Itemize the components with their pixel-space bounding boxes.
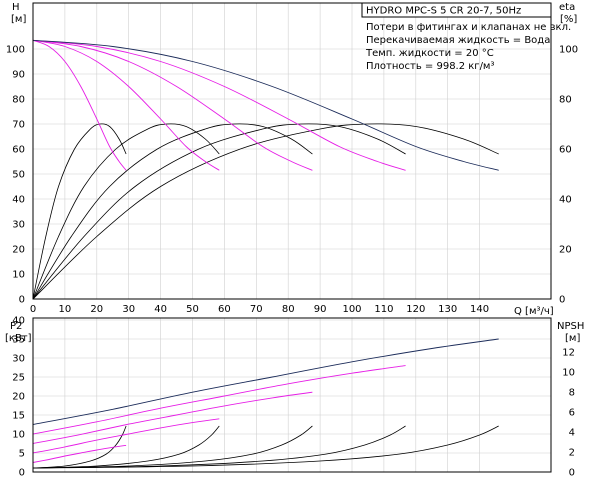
upper-left-axis-unit: [м] <box>11 14 26 25</box>
lower-left-axis-unit: [кВт] <box>5 333 32 344</box>
lower-right-axis-title: NPSH <box>557 321 584 332</box>
p2-curve-5-pumps <box>32 338 499 425</box>
x-tick-label: 90 <box>314 304 327 315</box>
npsh-curve-5-pumps <box>32 425 499 469</box>
x-tick-label: 0 <box>30 304 36 315</box>
lower-left-tick-label: 30 <box>12 354 25 365</box>
npsh-curve-2-pumps <box>32 425 220 469</box>
lower-right-tick-label: 10 <box>562 368 575 379</box>
lower-right-tick-label: 4 <box>569 428 575 439</box>
head-curve-1-pumps <box>32 39 127 171</box>
x-tick-label: 10 <box>59 304 72 315</box>
head-curve-5-pumps <box>32 39 499 171</box>
eta-curve-2-pumps <box>32 123 220 300</box>
lower-left-tick-label: 40 <box>12 316 25 327</box>
p2-curve-3-pumps <box>32 391 313 444</box>
head-curve-2-pumps <box>32 39 220 171</box>
upper-left-tick-label: 0 <box>19 295 25 306</box>
upper-left-tick-label: 90 <box>12 70 25 81</box>
chart-title-box <box>361 2 552 18</box>
x-axis-label: Q [м³/ч] <box>514 306 554 317</box>
x-tick-label: 130 <box>438 304 457 315</box>
x-tick-label: 70 <box>250 304 263 315</box>
lower-plot-frame <box>32 317 552 473</box>
x-tick-label: 120 <box>406 304 425 315</box>
x-tick-label: 30 <box>122 304 135 315</box>
lower-right-tick-label: 0 <box>569 468 575 479</box>
upper-left-tick-label: 30 <box>12 220 25 231</box>
note-liquid: Перекачиваемая жидкость = Вода <box>366 35 550 46</box>
lower-right-tick-label: 2 <box>569 448 575 459</box>
upper-plot-curves <box>32 39 499 300</box>
p2-curve-2-pumps <box>32 418 220 454</box>
eta-curve-1-pumps <box>32 123 127 300</box>
upper-left-tick-label: 20 <box>12 245 25 256</box>
upper-grid <box>32 3 551 300</box>
head-curve-4-pumps <box>32 39 406 171</box>
x-tick-label: 50 <box>186 304 199 315</box>
lower-tick-labels: 0 5 10 15 20 25 30 35 40 0 2 4 6 8 10 12 <box>12 316 575 479</box>
lower-left-axis-title: P2 <box>10 321 22 332</box>
lower-left-tick-label: 5 <box>19 449 25 460</box>
note-losses: Потери в фитингах и клапанах не вкл. <box>366 22 571 33</box>
npsh-curve-3-pumps <box>32 425 313 469</box>
upper-right-axis-unit: [%] <box>560 14 577 25</box>
upper-tick-labels: 0 10 20 30 40 50 60 70 80 90 100 110 120 130 140 0 10 20 3… <box>6 45 578 316</box>
x-tick-label: 110 <box>374 304 393 315</box>
upper-left-tick-label: 40 <box>12 195 25 206</box>
upper-left-tick-label: 70 <box>12 120 25 131</box>
chart-title: HYDRO MPC-S 5 CR 20-7, 50Hz <box>366 6 521 17</box>
x-tick-label: 80 <box>282 304 295 315</box>
upper-left-tick-label: 60 <box>12 145 25 156</box>
lower-left-tick-label: 0 <box>19 468 25 479</box>
upper-left-tick-label: 80 <box>12 95 25 106</box>
x-tick-label: 40 <box>154 304 167 315</box>
x-tick-label: 20 <box>90 304 103 315</box>
lower-left-tick-label: 10 <box>12 430 25 441</box>
upper-left-tick-label: 10 <box>12 270 25 281</box>
lower-right-tick-label: 12 <box>562 348 575 359</box>
lower-right-tick-label: 8 <box>569 388 575 399</box>
upper-left-axis-title: H <box>12 2 20 13</box>
eta-curve-4-pumps <box>32 123 406 300</box>
lower-right-axis-unit: [м] <box>565 333 580 344</box>
upper-left-tick-label: 50 <box>12 170 25 181</box>
x-tick-label: 140 <box>470 304 489 315</box>
upper-right-tick-label: 0 <box>559 295 565 306</box>
upper-plot-frame <box>32 2 552 300</box>
eta-curve-5-pumps <box>32 123 499 300</box>
lower-left-tick-label: 20 <box>12 392 25 403</box>
eta-curve-3-pumps <box>32 123 313 300</box>
lower-left-tick-label: 25 <box>12 373 25 384</box>
upper-right-tick-label: 40 <box>559 195 572 206</box>
upper-right-axis-title: eta <box>559 2 575 13</box>
head-curve-3-pumps <box>32 39 313 171</box>
note-density: Плотность = 998.2 кг/м³ <box>366 61 495 72</box>
lower-left-tick-label: 35 <box>12 335 25 346</box>
lower-right-tick-label: 6 <box>569 408 575 419</box>
upper-right-tick-label: 60 <box>559 145 572 156</box>
upper-right-tick-label: 20 <box>559 245 572 256</box>
npsh-curve-4-pumps <box>32 425 406 469</box>
p2-curve-4-pumps <box>32 365 406 435</box>
lower-left-tick-label: 15 <box>12 411 25 422</box>
p2-curve-1-pumps <box>32 444 127 463</box>
upper-right-tick-label: 80 <box>559 95 572 106</box>
note-temperature: Темп. жидкости = 20 °C <box>365 48 494 59</box>
x-tick-label: 60 <box>218 304 231 315</box>
upper-right-tick-label: 100 <box>559 45 578 56</box>
upper-left-tick-label: 100 <box>6 45 25 56</box>
lower-plot-curves <box>32 338 499 469</box>
x-tick-label: 100 <box>342 304 361 315</box>
